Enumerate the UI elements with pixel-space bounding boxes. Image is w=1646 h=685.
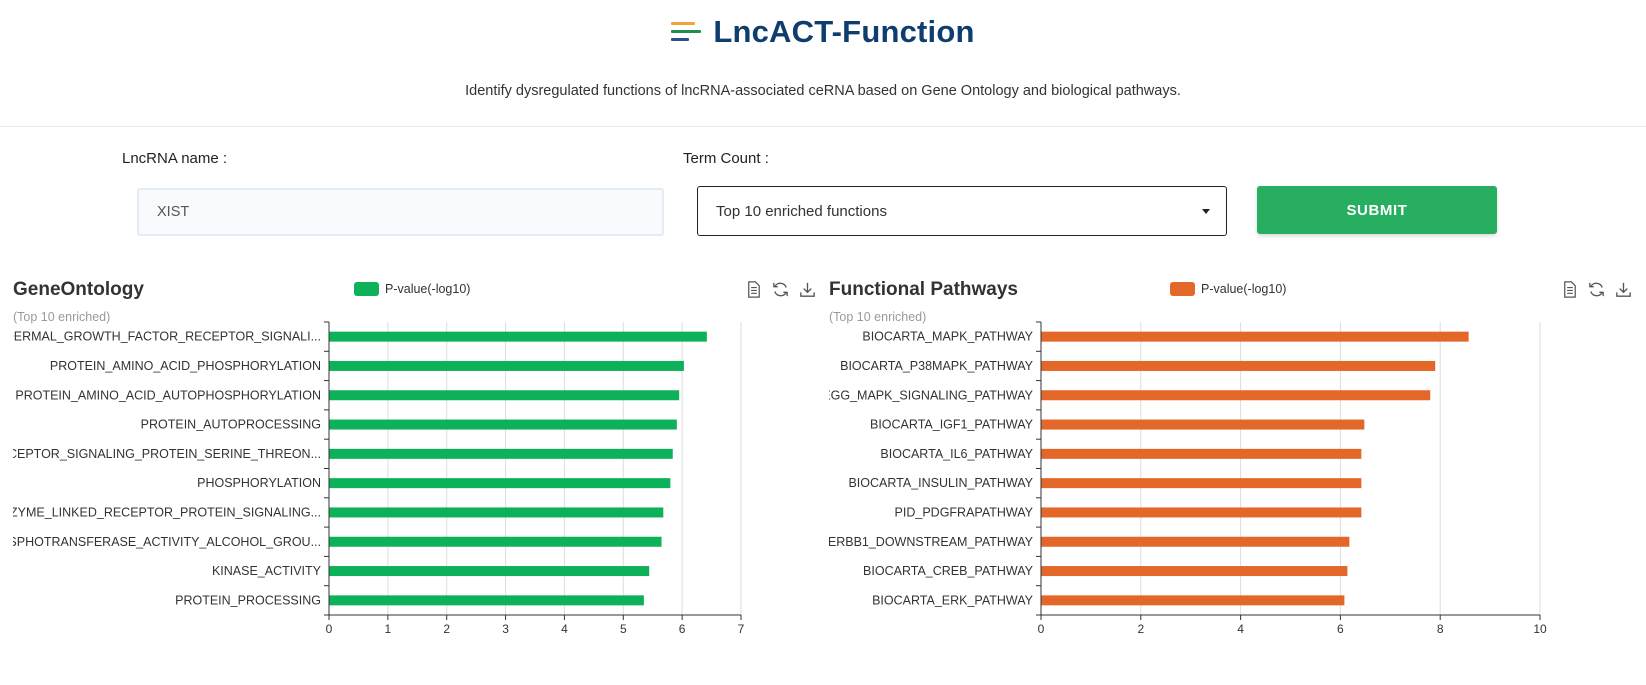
term-count-select[interactable]: Top 10 enriched functions xyxy=(697,186,1227,236)
lncrna-name-input[interactable] xyxy=(137,188,664,236)
category-label: ENZYME_LINKED_RECEPTOR_PROTEIN_SIGNALING… xyxy=(13,505,321,519)
page-title: LncACT-Function xyxy=(713,14,975,49)
term-count-label: Term Count : xyxy=(683,150,769,167)
category-label: BIOCARTA_IL6_PATHWAY xyxy=(880,447,1033,461)
bar xyxy=(329,507,664,518)
chart-title: GeneOntology xyxy=(13,279,144,300)
page-header: LncACT-Function Identify dysregulated fu… xyxy=(0,0,1646,127)
chart-legend[interactable]: P-value(-log10) xyxy=(1170,282,1286,296)
chart-toolbox xyxy=(1560,280,1633,299)
bar xyxy=(329,360,684,371)
bar xyxy=(329,478,671,489)
category-label: BIOCARTA_INSULIN_PATHWAY xyxy=(848,476,1033,490)
legend-swatch xyxy=(1170,282,1195,296)
bar xyxy=(329,536,662,547)
x-tick-label: 10 xyxy=(1533,622,1547,636)
gene-ontology-chart: 0 1 2 3 4 5 6 7 EPIDERMAL_GROWTH_FACTOR_RECEPTOR… xyxy=(13,321,745,636)
legend-swatch xyxy=(354,282,379,296)
category-label: PROTEIN_AUTOPROCESSING xyxy=(141,418,321,432)
category-label: BIOCARTA_CREB_PATHWAY xyxy=(863,564,1034,578)
x-tick-label: 3 xyxy=(502,622,509,636)
bar xyxy=(329,390,680,401)
bar xyxy=(329,448,673,459)
bar xyxy=(1041,419,1365,430)
save-image-icon[interactable] xyxy=(1614,280,1633,299)
category-label: KINASE_ACTIVITY xyxy=(212,564,322,578)
category-label: PID_PDGFRAPATHWAY xyxy=(895,505,1034,519)
submit-button[interactable]: SUBMIT xyxy=(1257,186,1497,234)
chart-legend[interactable]: P-value(-log10) xyxy=(354,282,470,296)
functional-pathways-panel: 0 2 4 6 8 10 BIOCARTA_MAPK_PATHWAY BIOCARTA_P38… xyxy=(829,270,1646,680)
bar xyxy=(1041,478,1362,489)
bar xyxy=(329,566,650,577)
functional-pathways-chart: 0 2 4 6 8 10 BIOCARTA_MAPK_PATHWAY BIOCARTA_P38… xyxy=(829,321,1547,636)
x-tick-label: 4 xyxy=(1237,622,1244,636)
bar xyxy=(1041,507,1362,518)
legend-label: P-value(-log10) xyxy=(385,282,471,296)
x-tick-label: 8 xyxy=(1437,622,1444,636)
bar xyxy=(1041,566,1348,577)
x-tick-label: 2 xyxy=(443,622,450,636)
data-view-icon[interactable] xyxy=(1560,280,1579,299)
category-label: KEGG_MAPK_SIGNALING_PATHWAY xyxy=(829,388,1034,402)
term-count-selected-value: Top 10 enriched functions xyxy=(716,202,887,220)
x-tick-label: 0 xyxy=(326,622,333,636)
category-label: BIOCARTA_MAPK_PATHWAY xyxy=(862,330,1033,344)
save-image-icon[interactable] xyxy=(798,280,817,299)
category-label: PROTEIN_PROCESSING xyxy=(175,593,321,607)
bar xyxy=(1041,360,1436,371)
category-label: EPIDERMAL_GROWTH_FACTOR_RECEPTOR_SIGNALI… xyxy=(13,330,321,344)
x-tick-label: 4 xyxy=(561,622,568,636)
x-tick-label: 0 xyxy=(1038,622,1045,636)
gene-ontology-panel: 0 1 2 3 4 5 6 7 EPIDERMAL_GROWTH_FACTOR_RECEPTOR… xyxy=(13,270,831,680)
page-subtitle: Identify dysregulated functions of lncRN… xyxy=(465,83,1181,99)
title-row: LncACT-Function xyxy=(0,14,1646,50)
chart-toolbox xyxy=(744,280,817,299)
bar xyxy=(329,419,677,430)
legend-label: P-value(-log10) xyxy=(1201,282,1287,296)
x-tick-label: 7 xyxy=(738,622,745,636)
bar xyxy=(1041,536,1350,547)
bar xyxy=(329,331,707,342)
restore-icon[interactable] xyxy=(771,280,790,299)
category-label: PHOSPHORYLATION xyxy=(197,476,321,490)
chart-subtitle: (Top 10 enriched) xyxy=(829,310,927,324)
bar xyxy=(1041,595,1345,606)
category-label: BIOCARTA_ERK_PATHWAY xyxy=(872,593,1034,607)
bar xyxy=(1041,448,1362,459)
x-tick-label: 5 xyxy=(620,622,627,636)
category-label: PID_ERBB1_DOWNSTREAM_PATHWAY xyxy=(829,535,1034,549)
data-view-icon[interactable] xyxy=(744,280,763,299)
x-tick-label: 6 xyxy=(679,622,686,636)
category-label: BIOCARTA_P38MAPK_PATHWAY xyxy=(840,359,1034,373)
bar xyxy=(329,595,644,606)
restore-icon[interactable] xyxy=(1587,280,1606,299)
bar xyxy=(1041,390,1431,401)
x-tick-label: 1 xyxy=(385,622,392,636)
category-label: PROTEIN_AMINO_ACID_PHOSPHORYLATION xyxy=(50,359,321,373)
chart-subtitle: (Top 10 enriched) xyxy=(13,310,111,324)
x-tick-label: 2 xyxy=(1137,622,1144,636)
bar xyxy=(1041,331,1469,342)
chevron-down-icon xyxy=(1202,209,1210,214)
x-tick-label: 6 xyxy=(1337,622,1344,636)
category-label: BIOCARTA_IGF1_PATHWAY xyxy=(870,418,1034,432)
category-label: RECEPTOR_SIGNALING_PROTEIN_SERINE_THREON… xyxy=(13,447,321,461)
logo-icon xyxy=(671,19,702,45)
chart-title: Functional Pathways xyxy=(829,279,1018,300)
category-label: PROTEIN_AMINO_ACID_AUTOPHOSPHORYLATION xyxy=(15,388,321,402)
lncrna-name-label: LncRNA name : xyxy=(122,150,228,167)
category-label: PHOSPHOTRANSFERASE_ACTIVITY_ALCOHOL_GROU… xyxy=(13,535,321,549)
